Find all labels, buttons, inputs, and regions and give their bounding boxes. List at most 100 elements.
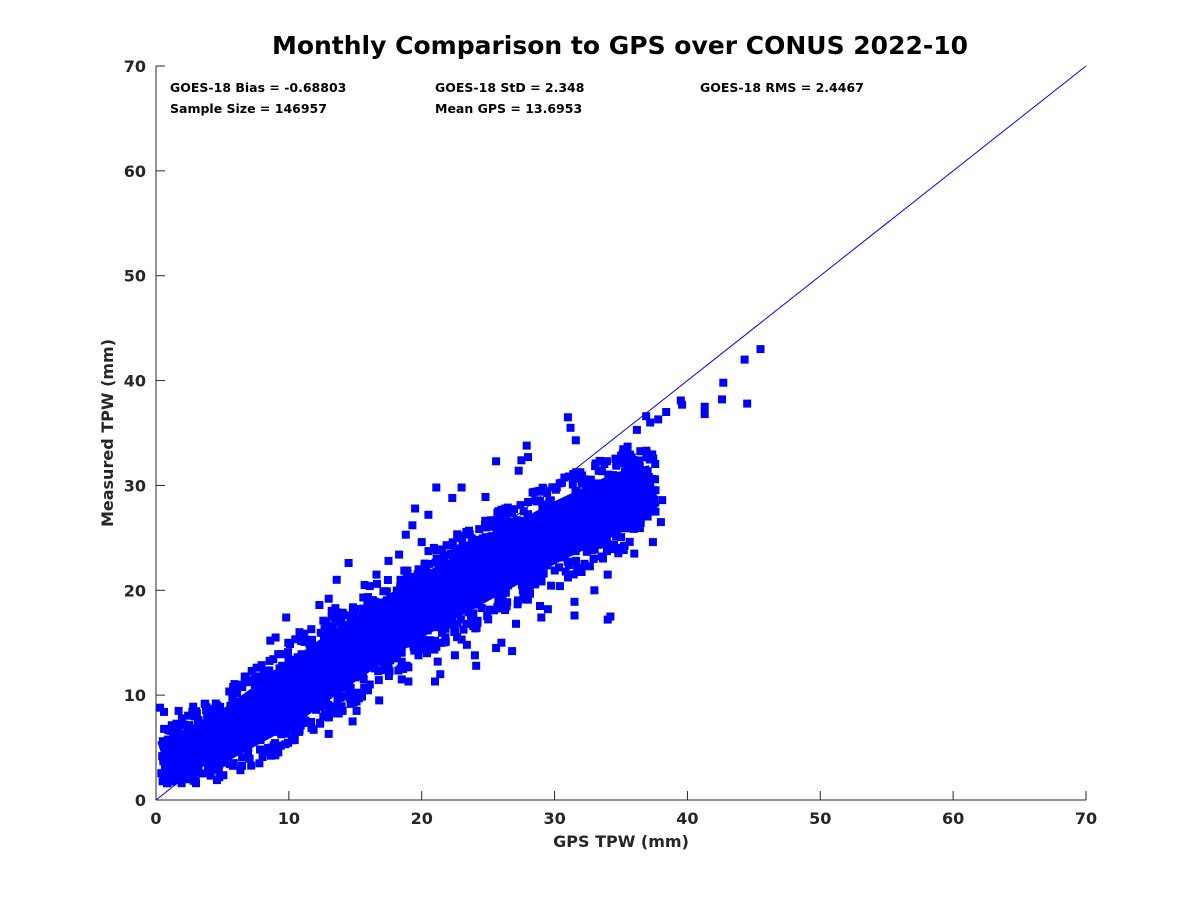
scatter-point: [587, 525, 596, 534]
scatter-point: [228, 693, 237, 702]
scatter-point: [209, 763, 218, 772]
scatter-point: [398, 634, 407, 643]
scatter-point: [344, 665, 353, 674]
scatter-point: [516, 519, 525, 528]
scatter-point: [397, 675, 406, 684]
scatter-point: [220, 758, 229, 767]
scatter-point: [448, 597, 457, 606]
scatter-point: [468, 554, 477, 563]
scatter-point: [594, 540, 603, 549]
scatter-point: [505, 508, 514, 516]
scatter-point: [306, 655, 315, 664]
scatter-point: [351, 673, 360, 682]
scatter-point: [324, 594, 333, 603]
scatter-point: [629, 456, 638, 464]
x-tick-label: 30: [543, 809, 565, 828]
scatter-point: [611, 544, 620, 553]
scatter-point: [327, 606, 336, 615]
scatter-point: [286, 712, 295, 721]
scatter-point: [580, 532, 589, 541]
scatter-point: [740, 355, 749, 364]
scatter-point: [492, 457, 501, 466]
scatter-point: [462, 619, 471, 628]
scatter-point: [416, 621, 425, 630]
scatter-point: [160, 752, 169, 761]
scatter-point: [348, 717, 357, 726]
scatter-point: [275, 711, 284, 720]
scatter-point: [210, 704, 219, 713]
scatter-point: [375, 696, 384, 705]
scatter-point: [571, 487, 580, 496]
scatter-point: [678, 400, 687, 409]
scatter-point: [369, 622, 378, 630]
scatter-point: [494, 522, 503, 531]
scatter-point: [163, 779, 172, 788]
scatter-point: [273, 724, 282, 733]
scatter-point: [486, 569, 495, 578]
scatter-point: [590, 510, 599, 519]
scatter-point: [444, 551, 453, 559]
scatter-point: [562, 521, 571, 530]
scatter-point: [555, 563, 563, 572]
scatter-point: [297, 650, 306, 659]
scatter-point: [433, 597, 442, 606]
scatter-point: [304, 661, 313, 670]
scatter-point: [365, 680, 374, 689]
scatter-point: [620, 502, 629, 511]
scatter-point: [531, 580, 540, 589]
scatter-point: [188, 746, 197, 755]
x-tick-label: 40: [676, 809, 698, 828]
scatter-point: [423, 649, 431, 658]
scatter-point: [577, 568, 586, 576]
scatter-point: [212, 753, 221, 762]
scatter-point: [477, 604, 486, 613]
scatter-point: [496, 517, 505, 526]
scatter-point: [208, 743, 216, 752]
scatter-point: [257, 687, 266, 695]
scatter-point: [517, 580, 526, 589]
scatter-point: [466, 585, 475, 594]
scatter-point: [564, 500, 573, 509]
scatter-point: [172, 766, 181, 775]
scatter-point: [623, 442, 632, 451]
scatter-point: [642, 446, 651, 455]
scatter-point: [316, 718, 325, 727]
scatter-point: [308, 666, 317, 675]
scatter-point: [464, 557, 473, 566]
scatter-point: [271, 739, 279, 748]
scatter-point: [509, 570, 518, 579]
scatter-point: [527, 575, 536, 584]
scatter-point: [224, 709, 233, 718]
y-tick-label: 70: [124, 57, 146, 76]
scatter-point: [293, 695, 302, 704]
scatter-point: [272, 686, 281, 695]
scatter-point: [351, 656, 360, 665]
scatter-point: [363, 594, 372, 602]
scatter-point: [646, 483, 655, 492]
scatter-point: [352, 706, 361, 715]
scatter-point: [524, 564, 533, 573]
scatter-point: [208, 720, 217, 729]
scatter-point: [528, 553, 537, 562]
scatter-point: [421, 566, 430, 575]
scatter-point: [297, 670, 306, 678]
scatter-point: [338, 706, 347, 715]
scatter-point: [395, 648, 403, 657]
scatter-point: [282, 613, 291, 622]
scatter-point: [326, 635, 334, 644]
scatter-point: [269, 655, 278, 664]
scatter-point: [539, 569, 548, 578]
scatter-point: [572, 468, 581, 477]
scatter-point: [443, 563, 452, 572]
scatter-point: [630, 487, 639, 496]
scatter-point: [414, 643, 423, 652]
scatter-point: [384, 599, 393, 608]
scatter-point: [482, 547, 491, 556]
scatter-point: [173, 740, 182, 749]
scatter-point: [514, 524, 523, 533]
scatter-point: [230, 680, 239, 689]
scatter-point: [507, 540, 516, 549]
scatter-point: [610, 540, 618, 549]
scatter-point: [563, 413, 572, 422]
scatter-point: [402, 577, 411, 586]
